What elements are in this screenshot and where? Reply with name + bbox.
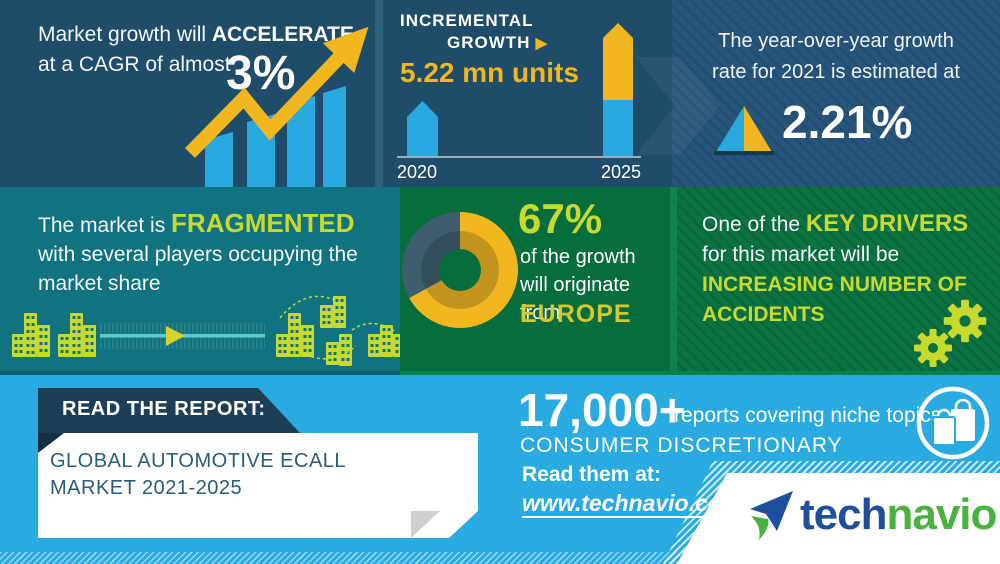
report-title-line1: GLOBAL AUTOMOTIVE ECALL: [50, 450, 347, 472]
incremental-title-line2: GROWTH ▶: [447, 33, 549, 52]
growth-line1-highlight: ACCELERATE: [211, 23, 354, 46]
fragmented-line3: market share: [38, 272, 161, 295]
fragmented-highlight: FRAGMENTED: [171, 208, 355, 238]
technavio-logo[interactable]: technavio: [748, 489, 997, 541]
brand-panel: technavio: [677, 473, 1000, 564]
row-divider: [400, 371, 1000, 375]
drivers-highlight: KEY DRIVERS: [805, 210, 969, 237]
bottom-hatch-texture: [0, 552, 680, 564]
growth-triangle-icon: [716, 106, 772, 152]
panel-yoy-growth: The year-over-year growth rate for 2021 …: [672, 0, 1000, 187]
drivers-line1: One of the KEY DRIVERS: [702, 210, 969, 237]
fragmented-line2: with several players occupying the: [38, 243, 358, 266]
ribbon-label: READ THE REPORT:: [62, 398, 266, 420]
panel-market-growth: Market growth will ACCELERATE at a CAGR …: [0, 0, 375, 187]
reports-caption: reports covering niche topics: [674, 404, 942, 427]
pointer-arrow-icon: ▶: [530, 35, 549, 52]
drivers-line2: for this market will be: [702, 243, 900, 266]
report-title-card: GLOBAL AUTOMOTIVE ECALL MARKET 2021-2025: [38, 433, 478, 538]
yoy-line1: The year-over-year growth: [718, 30, 954, 52]
europe-line1: of the growth: [520, 246, 636, 268]
growth-line1: Market growth will ACCELERATE: [38, 20, 368, 50]
growth-line2: at a CAGR of almost: [38, 53, 231, 76]
yoy-line2: rate for 2021 is estimated at: [712, 61, 960, 83]
drivers-line3: INCREASING NUMBER OF: [702, 273, 967, 296]
shopping-bags-icon: [916, 386, 990, 460]
triangle-base: [714, 151, 774, 155]
technavio-logo-icon: [750, 491, 793, 540]
growth-arrow-chart-icon: [185, 26, 369, 187]
panel-incremental-growth: INCREMENTAL GROWTH ▶ 5.22 mn units 2020 …: [383, 0, 672, 187]
category-label: CONSUMER DISCRETIONARY: [520, 434, 843, 457]
end-year-label: 2025: [601, 162, 642, 182]
drivers-line4: ACCIDENTS: [702, 303, 825, 326]
row-divider: [0, 371, 400, 375]
panel-europe: 67% of the growth will originate from EU…: [400, 187, 670, 375]
incremental-bars-icon: [397, 23, 641, 158]
fragmented-line1: The market is FRAGMENTED: [38, 208, 355, 238]
panel-key-drivers: One of the KEY DRIVERS for this market w…: [677, 187, 1000, 375]
yoy-value: 2.21%: [782, 96, 913, 148]
gears-icon: [914, 299, 987, 367]
incremental-title-line1: INCREMENTAL: [400, 11, 534, 30]
cagr-value: 3%: [226, 47, 296, 100]
buildings-icon: [12, 295, 400, 366]
vertical-divider: [375, 0, 383, 187]
read-prompt: Read them at:: [522, 463, 661, 486]
brand-word-tech: tech: [800, 490, 887, 539]
europe-region: EUROPE: [520, 300, 632, 328]
start-year-label: 2020: [397, 162, 438, 182]
brand-word-navio: navio: [886, 490, 997, 539]
europe-value: 67%: [518, 195, 603, 242]
growth-line1-prefix: Market growth will: [38, 23, 212, 46]
donut-hole: [439, 249, 481, 291]
panel-fragmented: The market is FRAGMENTED with several pl…: [0, 187, 400, 375]
footer: READ THE REPORT: GLOBAL AUTOMOTIVE ECALL…: [0, 375, 1000, 564]
donut-chart-icon: [402, 212, 518, 328]
vertical-divider: [670, 187, 677, 375]
read-report-ribbon: READ THE REPORT:: [38, 388, 300, 433]
report-title-line2: MARKET 2021-2025: [50, 477, 243, 499]
reports-count: 17,000+: [518, 384, 686, 436]
europe-line2: will originate from: [520, 274, 631, 324]
incremental-value: 5.22 mn units: [400, 57, 579, 88]
